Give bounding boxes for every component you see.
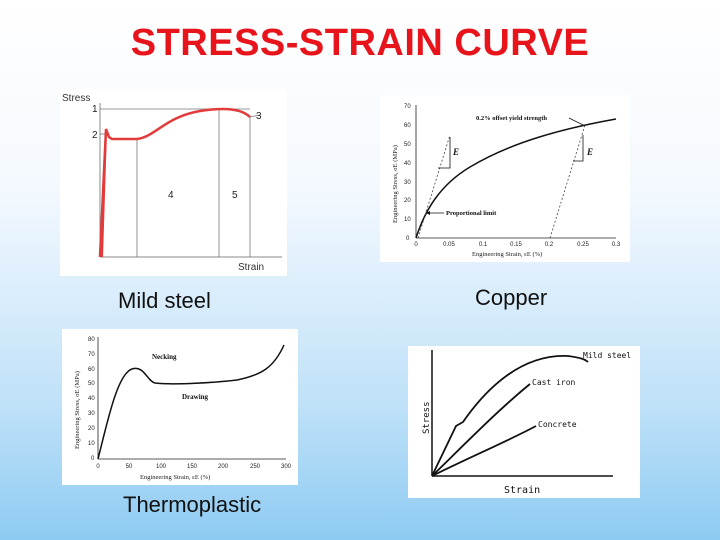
cast-iron-series-label: Cast iron — [532, 378, 576, 387]
copper-y-ticks: 70 60 50 40 30 20 10 0 — [404, 104, 411, 242]
mild-steel-series-curve — [431, 355, 589, 477]
modulus-triangle — [438, 137, 451, 169]
cast-iron-series-curve — [431, 383, 531, 477]
thermo-x-tick: 250 — [250, 464, 261, 470]
guide-line — [249, 114, 261, 118]
copper-y-tick: 20 — [404, 198, 411, 204]
mild-steel-caption: Mild steel — [118, 288, 211, 313]
mild-steel-curve — [98, 107, 251, 258]
offset-arrow — [568, 117, 586, 127]
concrete-series-curve — [431, 425, 537, 477]
point-4: 4 — [168, 190, 174, 201]
page-title: STRESS-STRAIN CURVE — [130, 22, 590, 64]
mild-steel-chart: Stress Strain 1 2 3 4 5 — [60, 89, 287, 276]
point-5: 5 — [232, 190, 238, 201]
thermo-y-label: Engineering Stress, σE (MPa) — [74, 371, 81, 449]
point-2: 2 — [92, 130, 98, 141]
drawing-label: Drawing — [182, 393, 209, 401]
concrete-series-label: Concrete — [538, 420, 577, 429]
copper-x-tick: 0.3 — [612, 242, 621, 248]
modulus-triangle — [573, 135, 584, 162]
modulus-label: E — [452, 147, 459, 157]
proportional-limit-label: Proportional limit — [446, 210, 497, 217]
offset-line — [417, 134, 451, 239]
copper-y-tick: 70 — [404, 104, 411, 110]
thermo-y-tick: 10 — [88, 441, 95, 447]
mild-steel-series-label: Mild steel — [583, 351, 631, 360]
copper-chart: Engineering Stress, σE (MPa) 70 60 50 40… — [380, 95, 630, 262]
thermo-x-tick: 150 — [187, 464, 198, 470]
thermo-x-tick: 300 — [281, 464, 292, 470]
materials-y-label: Stress — [422, 401, 432, 434]
copper-x-tick: 0.15 — [510, 242, 522, 248]
thermo-x-tick: 200 — [218, 464, 229, 470]
thermo-x-tick: 100 — [156, 464, 167, 470]
thermo-y-tick: 60 — [88, 367, 95, 373]
offset-yield-label: 0.2% offset yield strength — [476, 115, 547, 122]
point-1: 1 — [92, 104, 98, 115]
copper-x-tick: 0 — [414, 242, 418, 248]
modulus-label: E — [586, 147, 593, 157]
thermoplastic-caption: Thermoplastic — [123, 492, 262, 517]
thermo-curve — [97, 344, 285, 460]
materials-chart: Stress Strain Mild steel Cast iron Concr… — [408, 346, 640, 498]
mild-steel-unload — [101, 130, 107, 258]
prop-arrowhead — [426, 211, 430, 215]
copper-caption: Copper — [475, 285, 548, 310]
mild-steel-y-label: Stress — [62, 93, 90, 104]
thermo-y-tick: 70 — [88, 352, 95, 358]
offset-line — [549, 124, 586, 239]
copper-x-label: Engineering Strain, εE (%) — [472, 251, 542, 258]
thermo-x-ticks: 0 50 100 150 200 250 300 — [96, 464, 291, 470]
copper-y-tick: 50 — [404, 142, 411, 148]
copper-x-tick: 0.25 — [577, 242, 589, 248]
copper-x-tick: 0.05 — [443, 242, 455, 248]
thermo-x-label: Engineering Strain, εE (%) — [140, 474, 210, 481]
copper-y-tick: 40 — [404, 161, 411, 167]
copper-y-label: Engineering Stress, σE (MPa) — [392, 145, 399, 223]
thermo-y-ticks: 80 70 60 50 40 30 20 10 0 — [88, 337, 95, 462]
necking-label: Necking — [152, 353, 177, 361]
copper-y-tick: 10 — [404, 217, 411, 223]
thermo-y-tick: 80 — [88, 337, 95, 343]
thermo-y-tick: 30 — [88, 411, 95, 417]
thermo-y-tick: 0 — [91, 456, 95, 462]
thermo-x-tick: 50 — [126, 464, 133, 470]
copper-curve — [415, 118, 617, 239]
materials-x-label: Strain — [504, 485, 540, 496]
mild-steel-x-label: Strain — [238, 262, 264, 273]
thermoplastic-chart: Engineering Stress, σE (MPa) 80 70 60 50… — [62, 329, 298, 485]
thermo-y-tick: 20 — [88, 426, 95, 432]
copper-x-tick: 0.1 — [479, 242, 488, 248]
copper-y-tick: 60 — [404, 123, 411, 129]
thermo-x-tick: 0 — [96, 464, 100, 470]
copper-x-tick: 0.2 — [545, 242, 554, 248]
copper-y-tick: 0 — [406, 236, 410, 242]
point-3: 3 — [256, 111, 262, 122]
thermo-y-tick: 50 — [88, 381, 95, 387]
copper-y-tick: 30 — [404, 180, 411, 186]
thermo-y-tick: 40 — [88, 396, 95, 402]
copper-x-ticks: 0 0.05 0.1 0.15 0.2 0.25 0.3 — [414, 242, 621, 248]
